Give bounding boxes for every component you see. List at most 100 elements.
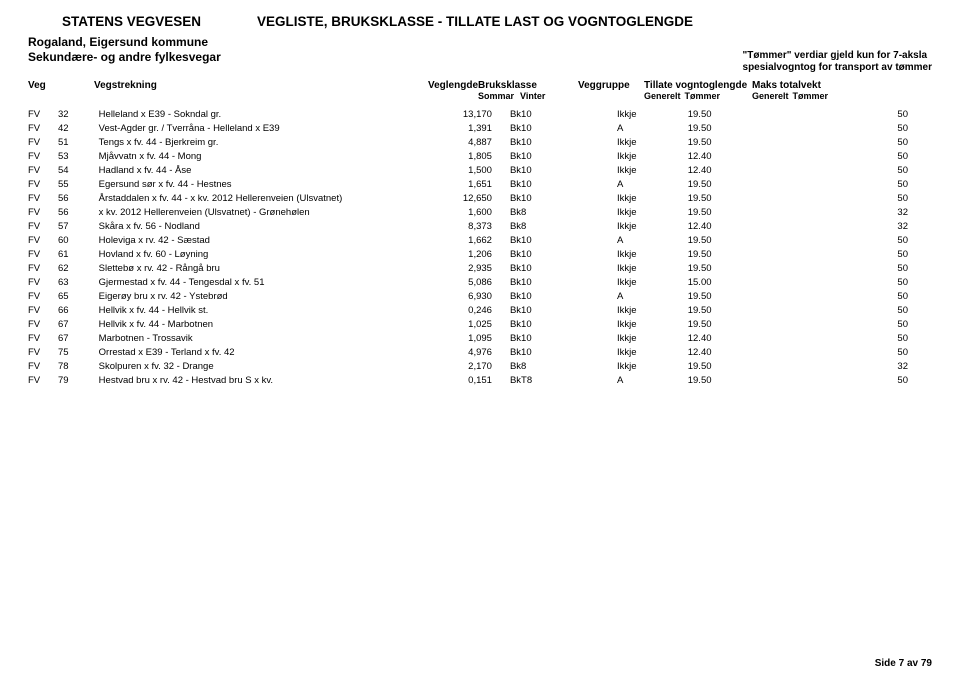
col-lengde: Veglengde — [414, 78, 478, 103]
cell-maks-generelt — [803, 359, 867, 373]
col-klasse-sommar: Sommar — [478, 91, 514, 101]
cell-veg: FV — [28, 373, 58, 387]
cell-tillate-tommer — [748, 275, 804, 289]
cell-veg: FV — [28, 345, 58, 359]
cell-gruppe: Ikkje — [617, 317, 688, 331]
cell-lengde: 1,600 — [441, 205, 510, 219]
cell-maks-tommer: 32 — [868, 205, 932, 219]
cell-strek: Holeviga x rv. 42 - Sæstad — [99, 233, 442, 247]
cell-veg: FV — [28, 177, 58, 191]
cell-tillate-generelt: 19.50 — [688, 205, 748, 219]
cell-num: 56 — [58, 191, 99, 205]
cell-num: 75 — [58, 345, 99, 359]
cell-klasse-vinter — [566, 191, 617, 205]
cell-strek: Marbotnen - Trossavik — [99, 331, 442, 345]
cell-klasse-sommar: BkT8 — [510, 373, 566, 387]
cell-maks-tommer: 50 — [868, 261, 932, 275]
cell-klasse-sommar: Bk10 — [510, 135, 566, 149]
cell-klasse-vinter — [566, 163, 617, 177]
cell-klasse-vinter — [566, 149, 617, 163]
cell-strek: Mjåvvatn x fv. 44 - Mong — [99, 149, 442, 163]
cell-maks-generelt — [803, 289, 867, 303]
cell-strek: Orrestad x E39 - Terland x fv. 42 — [99, 345, 442, 359]
cell-maks-tommer: 32 — [868, 359, 932, 373]
cell-veg: FV — [28, 135, 58, 149]
cell-klasse-vinter — [566, 135, 617, 149]
header-note: "Tømmer" verdiar gjeld kun for 7-aksla s… — [743, 50, 932, 74]
cell-gruppe: Ikkje — [617, 261, 688, 275]
cell-tillate-tommer — [748, 121, 804, 135]
cell-klasse-sommar: Bk10 — [510, 107, 566, 121]
cell-maks-tommer: 50 — [868, 317, 932, 331]
cell-gruppe: A — [617, 177, 688, 191]
cell-klasse-vinter — [566, 261, 617, 275]
cell-tillate-generelt: 19.50 — [688, 177, 748, 191]
cell-klasse-vinter — [566, 247, 617, 261]
cell-strek: Årstaddalen x fv. 44 - x kv. 2012 Heller… — [99, 191, 442, 205]
cell-maks-generelt — [803, 107, 867, 121]
cell-klasse-sommar: Bk10 — [510, 317, 566, 331]
cell-klasse-vinter — [566, 121, 617, 135]
cell-maks-tommer: 50 — [868, 345, 932, 359]
cell-lengde: 13,170 — [441, 107, 510, 121]
cell-lengde: 1,662 — [441, 233, 510, 247]
cell-tillate-tommer — [748, 359, 804, 373]
cell-num: 67 — [58, 317, 99, 331]
cell-lengde: 1,095 — [441, 331, 510, 345]
cell-tillate-tommer — [748, 373, 804, 387]
cell-veg: FV — [28, 261, 58, 275]
cell-maks-generelt — [803, 303, 867, 317]
cell-num: 57 — [58, 219, 99, 233]
cell-klasse-sommar: Bk8 — [510, 205, 566, 219]
col-maks: Maks totalvekt Generelt Tømmer — [752, 78, 872, 103]
cell-maks-tommer: 32 — [868, 219, 932, 233]
cell-maks-tommer: 50 — [868, 163, 932, 177]
cell-lengde: 1,025 — [441, 317, 510, 331]
col-klasse-vinter: Vinter — [520, 91, 545, 101]
cell-klasse-sommar: Bk10 — [510, 275, 566, 289]
table-row: FV62Slettebø x rv. 42 - Rångå bru2,935Bk… — [28, 261, 932, 275]
cell-lengde: 1,500 — [441, 163, 510, 177]
table-row: FV53Mjåvvatn x fv. 44 - Mong1,805Bk10Ikk… — [28, 149, 932, 163]
col-tillate-tommer: Tømmer — [685, 91, 721, 101]
col-num — [56, 78, 94, 103]
cell-veg: FV — [28, 359, 58, 373]
cell-klasse-sommar: Bk10 — [510, 261, 566, 275]
cell-tillate-tommer — [748, 135, 804, 149]
cell-num: 67 — [58, 331, 99, 345]
cell-gruppe: Ikkje — [617, 191, 688, 205]
table-row: FV54Hadland x fv. 44 - Åse1,500Bk10Ikkje… — [28, 163, 932, 177]
cell-lengde: 4,887 — [441, 135, 510, 149]
cell-klasse-vinter — [566, 317, 617, 331]
cell-veg: FV — [28, 317, 58, 331]
table-row: FV78Skolpuren x fv. 32 - Drange2,170Bk8I… — [28, 359, 932, 373]
cell-lengde: 0,151 — [441, 373, 510, 387]
cell-gruppe: Ikkje — [617, 345, 688, 359]
table-row: FV56Årstaddalen x fv. 44 - x kv. 2012 He… — [28, 191, 932, 205]
cell-strek: Egersund sør x fv. 44 - Hestnes — [99, 177, 442, 191]
cell-lengde: 2,170 — [441, 359, 510, 373]
cell-maks-generelt — [803, 149, 867, 163]
cell-lengde: 1,391 — [441, 121, 510, 135]
cell-klasse-sommar: Bk10 — [510, 191, 566, 205]
cell-gruppe: A — [617, 121, 688, 135]
cell-strek: Hadland x fv. 44 - Åse — [99, 163, 442, 177]
table-row: FV55Egersund sør x fv. 44 - Hestnes1,651… — [28, 177, 932, 191]
cell-veg: FV — [28, 121, 58, 135]
cell-strek: Hellvik x fv. 44 - Marbotnen — [99, 317, 442, 331]
cell-strek: Vest-Agder gr. / Tverråna - Helleland x … — [99, 121, 442, 135]
cell-maks-generelt — [803, 373, 867, 387]
cell-tillate-generelt: 15.00 — [688, 275, 748, 289]
cell-veg: FV — [28, 289, 58, 303]
cell-maks-tommer: 50 — [868, 233, 932, 247]
page-title: VEGLISTE, BRUKSKLASSE - TILLATE LAST OG … — [257, 14, 693, 29]
cell-klasse-sommar: Bk10 — [510, 247, 566, 261]
cell-strek: Gjermestad x fv. 44 - Tengesdal x fv. 51 — [99, 275, 442, 289]
cell-tillate-generelt: 12.40 — [688, 345, 748, 359]
cell-tillate-generelt: 19.50 — [688, 247, 748, 261]
cell-klasse-vinter — [566, 303, 617, 317]
cell-tillate-tommer — [748, 219, 804, 233]
cell-num: 60 — [58, 233, 99, 247]
cell-tillate-generelt: 19.50 — [688, 317, 748, 331]
cell-lengde: 2,935 — [441, 261, 510, 275]
